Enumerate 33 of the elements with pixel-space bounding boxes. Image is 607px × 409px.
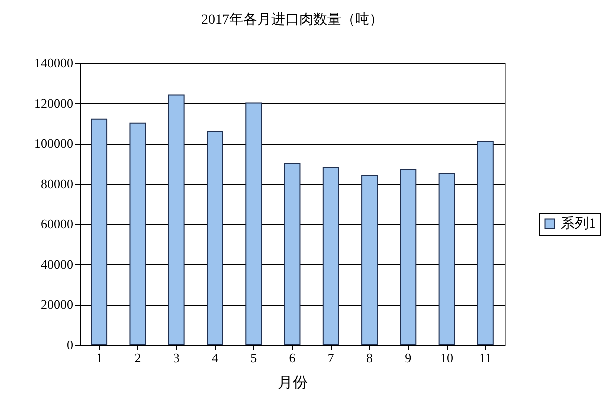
x-tick-label: 11 xyxy=(479,350,492,366)
x-tick-label: 5 xyxy=(250,350,258,366)
bar xyxy=(284,163,301,346)
legend-label: 系列1 xyxy=(561,216,596,232)
y-tick-label: 140000 xyxy=(34,56,74,70)
chart-title: 2017年各月进口肉数量（吨） xyxy=(202,12,384,28)
x-tick-label: 1 xyxy=(96,350,103,366)
y-tick-label: 0 xyxy=(67,338,74,352)
bar xyxy=(322,167,340,346)
y-tick-label: 120000 xyxy=(34,96,74,111)
x-tick-label: 4 xyxy=(212,350,219,366)
y-tick-label: 100000 xyxy=(34,136,74,152)
bar xyxy=(246,102,262,346)
x-tick-label: 2 xyxy=(134,350,142,366)
x-tick-label: 3 xyxy=(173,350,180,366)
bar xyxy=(130,122,146,346)
y-tick-label: 60000 xyxy=(41,216,74,232)
bar xyxy=(438,173,456,346)
bar xyxy=(168,94,185,346)
y-tick-label: 40000 xyxy=(41,256,74,272)
bar xyxy=(91,118,108,346)
bar xyxy=(400,169,417,346)
x-tick-label: 7 xyxy=(328,350,335,366)
bar xyxy=(362,175,378,346)
x-tick-label: 9 xyxy=(405,350,412,366)
x-axis-title: 月份 xyxy=(278,376,308,392)
y-tick-label: 80000 xyxy=(41,176,74,192)
x-tick-label: 8 xyxy=(366,350,374,366)
x-tick-label: 10 xyxy=(440,350,454,366)
bar xyxy=(207,130,224,346)
y-tick-label: 20000 xyxy=(41,297,74,312)
bar xyxy=(477,141,494,346)
x-tick-label: 6 xyxy=(289,350,296,366)
